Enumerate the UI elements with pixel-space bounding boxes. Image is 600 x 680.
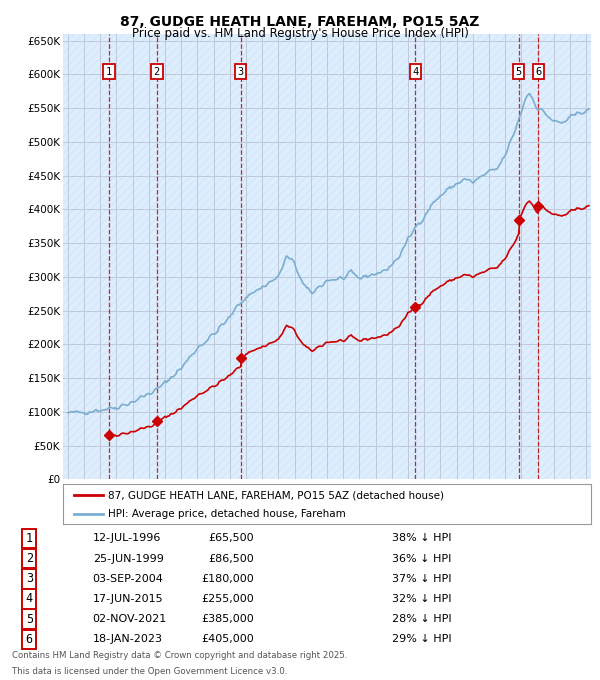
Text: £180,000: £180,000 <box>201 574 254 584</box>
Text: 5: 5 <box>26 613 33 626</box>
Text: £255,000: £255,000 <box>201 594 254 604</box>
Text: 02-NOV-2021: 02-NOV-2021 <box>92 614 167 624</box>
Text: 6: 6 <box>26 633 33 646</box>
Text: 32% ↓ HPI: 32% ↓ HPI <box>392 594 452 604</box>
Text: HPI: Average price, detached house, Fareham: HPI: Average price, detached house, Fare… <box>108 509 346 519</box>
Text: 18-JAN-2023: 18-JAN-2023 <box>92 634 163 645</box>
Text: 17-JUN-2015: 17-JUN-2015 <box>92 594 163 604</box>
Text: 87, GUDGE HEATH LANE, FAREHAM, PO15 5AZ: 87, GUDGE HEATH LANE, FAREHAM, PO15 5AZ <box>121 15 479 29</box>
Text: £86,500: £86,500 <box>208 554 254 564</box>
Text: 38% ↓ HPI: 38% ↓ HPI <box>392 533 452 543</box>
Text: 87, GUDGE HEATH LANE, FAREHAM, PO15 5AZ (detached house): 87, GUDGE HEATH LANE, FAREHAM, PO15 5AZ … <box>108 490 444 500</box>
Text: 2: 2 <box>26 552 33 565</box>
Text: This data is licensed under the Open Government Licence v3.0.: This data is licensed under the Open Gov… <box>12 667 287 676</box>
Text: £405,000: £405,000 <box>201 634 254 645</box>
Text: 37% ↓ HPI: 37% ↓ HPI <box>392 574 452 584</box>
Text: 6: 6 <box>535 67 541 77</box>
Text: 5: 5 <box>515 67 522 77</box>
Text: 2: 2 <box>154 67 160 77</box>
Text: 29% ↓ HPI: 29% ↓ HPI <box>392 634 452 645</box>
Text: 28% ↓ HPI: 28% ↓ HPI <box>392 614 452 624</box>
Text: 3: 3 <box>26 573 33 585</box>
Text: Price paid vs. HM Land Registry's House Price Index (HPI): Price paid vs. HM Land Registry's House … <box>131 27 469 40</box>
Text: £385,000: £385,000 <box>201 614 254 624</box>
Text: 3: 3 <box>238 67 244 77</box>
Text: 1: 1 <box>26 532 33 545</box>
Text: 03-SEP-2004: 03-SEP-2004 <box>92 574 164 584</box>
Text: £65,500: £65,500 <box>208 533 254 543</box>
Text: 36% ↓ HPI: 36% ↓ HPI <box>392 554 452 564</box>
Text: 4: 4 <box>412 67 419 77</box>
Text: 12-JUL-1996: 12-JUL-1996 <box>92 533 161 543</box>
Text: 25-JUN-1999: 25-JUN-1999 <box>92 554 164 564</box>
Text: Contains HM Land Registry data © Crown copyright and database right 2025.: Contains HM Land Registry data © Crown c… <box>12 651 347 660</box>
Text: 1: 1 <box>106 67 112 77</box>
Text: 4: 4 <box>26 592 33 605</box>
